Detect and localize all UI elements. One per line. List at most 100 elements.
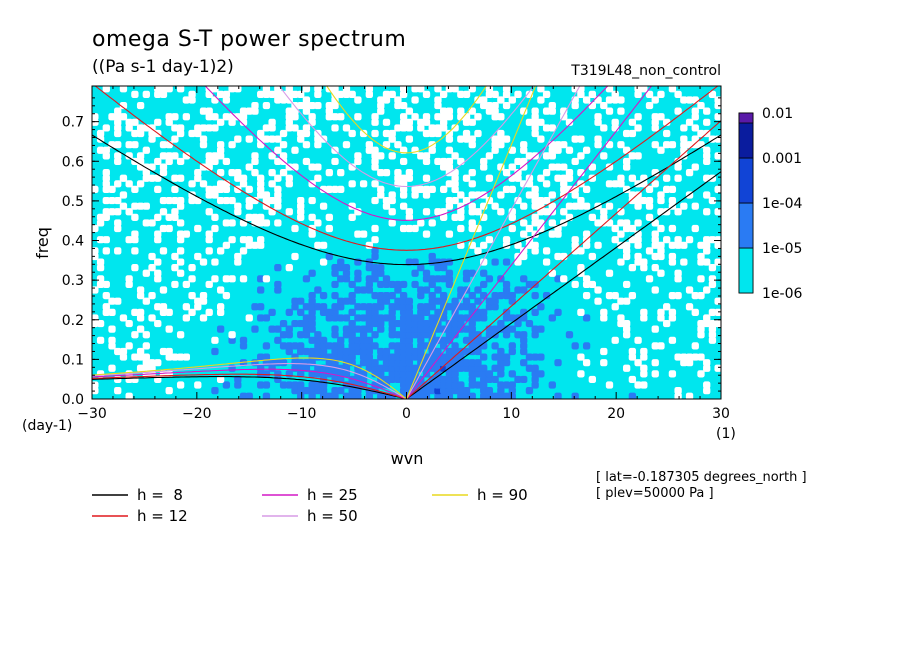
field-cell: [176, 196, 185, 205]
colorbar-swatch-top: [738, 112, 754, 124]
field-cell: [468, 375, 476, 384]
field-cell: [354, 286, 362, 294]
field-cell: [651, 264, 659, 272]
field-cell: [199, 135, 208, 143]
field-cell: [348, 163, 356, 171]
field-cell: [428, 303, 436, 311]
curve-kelvin-h90: [405, 86, 537, 399]
field-cell: [417, 314, 425, 322]
field-cell: [548, 152, 556, 160]
field-cell: [92, 252, 99, 261]
field-cell: [445, 387, 454, 395]
field-cell: [514, 174, 522, 182]
field-cell: [491, 303, 499, 311]
field-cell: [411, 224, 419, 233]
field-cell: [382, 90, 391, 98]
field-cell: [399, 375, 408, 384]
field-cell: [359, 353, 368, 361]
field-cell: [331, 392, 339, 399]
field-cell: [348, 331, 356, 339]
field-cell: [531, 107, 539, 115]
field-cell: [651, 169, 659, 177]
field-cell: [176, 269, 185, 277]
field-cell: [577, 196, 585, 205]
field-cell: [382, 353, 391, 361]
field-cell: [308, 319, 316, 328]
field-cell: [274, 135, 282, 143]
field-cell: [239, 247, 248, 255]
field-cell: [308, 297, 316, 305]
field-cell: [542, 208, 551, 216]
field-cell: [542, 196, 551, 205]
field-cell: [617, 319, 625, 328]
field-cell: [680, 241, 688, 249]
field-cell: [594, 241, 602, 249]
field-cell: [457, 113, 465, 121]
field-cell: [440, 213, 448, 221]
field-cell: [319, 381, 328, 389]
field-cell: [434, 387, 442, 395]
field-cell: [525, 152, 534, 160]
field-cell: [125, 319, 133, 328]
field-cell: [388, 308, 396, 316]
field-cell: [428, 146, 436, 154]
field-cell: [131, 331, 139, 339]
field-cell: [634, 381, 642, 389]
x-axis-label: wvn: [391, 449, 424, 468]
field-cell: [371, 264, 379, 272]
field-cell: [428, 275, 436, 283]
field-cell: [325, 169, 333, 177]
field-cell: [634, 196, 642, 205]
field-cell: [588, 101, 596, 110]
field-cell: [480, 370, 488, 378]
field-cell: [359, 342, 368, 350]
field-cell: [342, 325, 351, 333]
field-cell: [205, 107, 213, 115]
curve-rossby-h25: [92, 368, 407, 399]
field-cell: [199, 314, 208, 322]
field-cell: [520, 286, 528, 294]
field-cell: [377, 264, 385, 272]
field-cell: [480, 241, 488, 249]
field-cell: [405, 297, 414, 305]
field-cell: [262, 90, 271, 98]
field-cell: [508, 213, 516, 221]
curve-kelvin-h12: [406, 120, 721, 399]
legend-label-h12: h = 12: [137, 507, 188, 525]
field-cell: [588, 280, 596, 289]
field-cell: [176, 124, 185, 132]
field-cell: [508, 146, 516, 154]
field-cell: [394, 174, 402, 182]
field-cell: [605, 163, 614, 171]
field-cell: [462, 269, 471, 277]
field-cell: [440, 124, 448, 132]
field-cell: [657, 269, 665, 277]
field-cell: [697, 101, 705, 110]
field-cell: [291, 90, 299, 98]
field-cell: [691, 202, 699, 210]
field-cell: [457, 213, 465, 221]
field-cell: [445, 135, 454, 143]
field-cell: [542, 258, 551, 266]
field-cell: [165, 196, 173, 205]
field-cell: [468, 86, 476, 93]
field-cell: [337, 364, 345, 372]
curve-ig1-h25: [204, 86, 609, 221]
field-cell: [622, 224, 631, 233]
field-cell: [394, 364, 402, 372]
field-cell: [531, 202, 539, 210]
field-cell: [605, 86, 614, 93]
field-cell: [651, 230, 659, 238]
field-cell: [199, 141, 208, 149]
field-cell: [251, 152, 259, 160]
field-cell: [474, 247, 482, 255]
field-cell: [474, 314, 482, 322]
field-cell: [165, 387, 173, 395]
field-cell: [405, 347, 414, 356]
field-cell: [159, 90, 168, 98]
field-cell: [428, 129, 436, 138]
annotation-plev: [ plev=50000 Pa ]: [596, 486, 714, 501]
field-cell: [628, 129, 637, 138]
field-cell: [405, 107, 414, 115]
field-cell: [468, 308, 476, 316]
